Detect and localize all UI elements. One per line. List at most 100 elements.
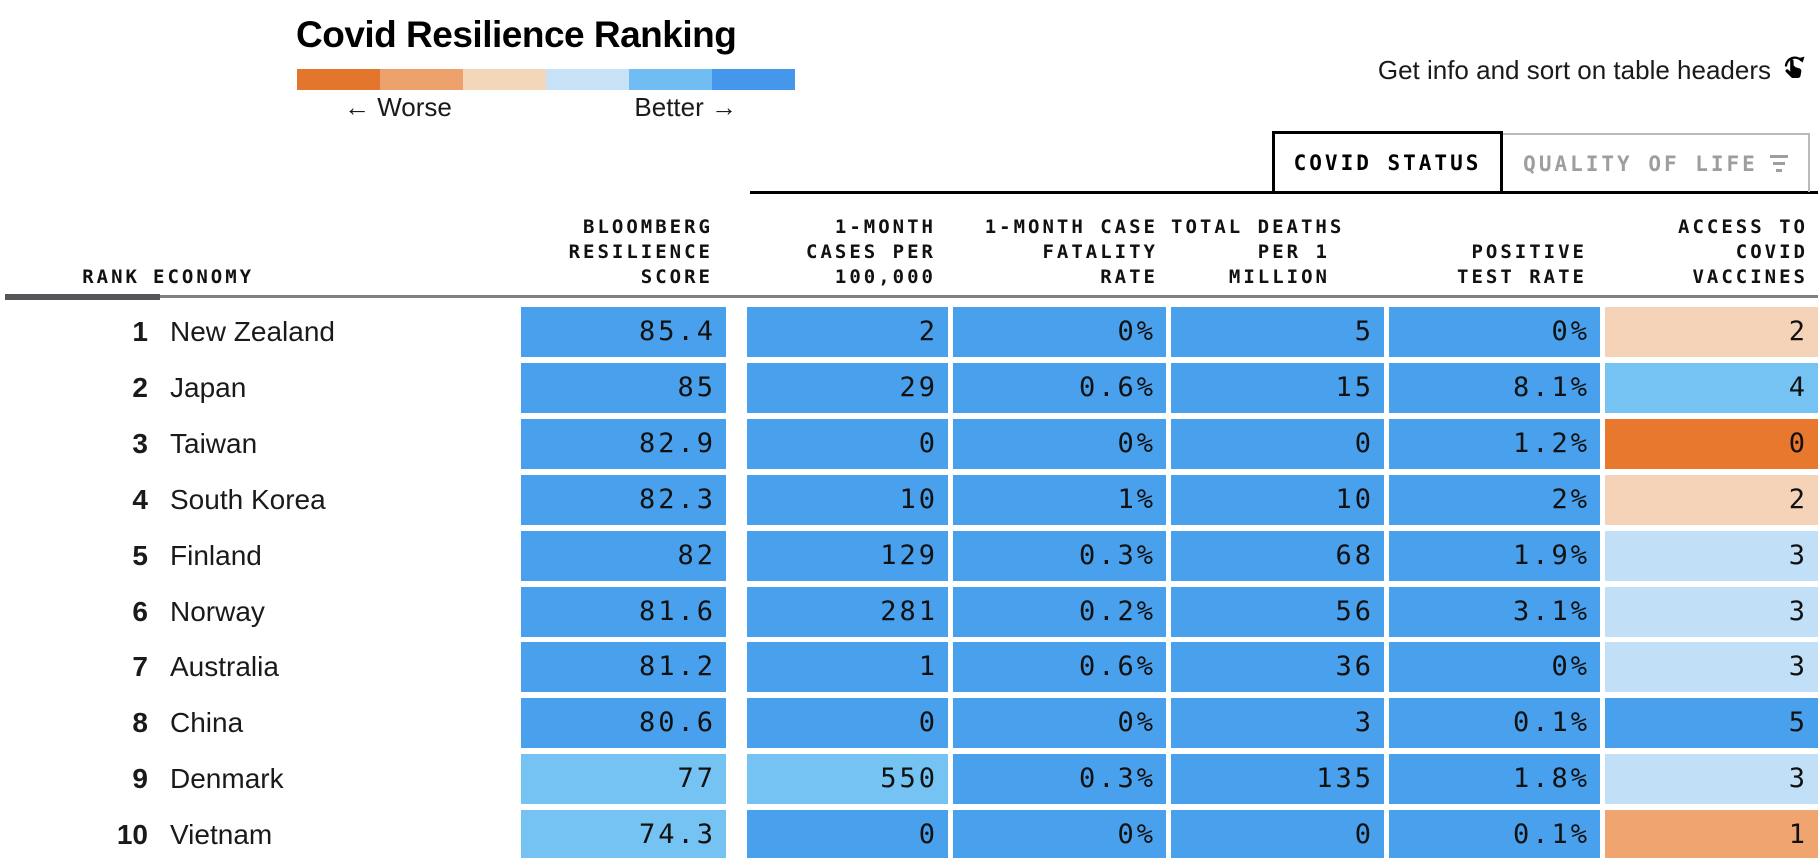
cases-cell: 0	[747, 698, 948, 748]
rank-cell: 3	[132, 428, 148, 459]
positive-cell: 8.1%	[1389, 363, 1600, 413]
sort-hint: Get info and sort on table headers	[1378, 52, 1808, 89]
vaccines-cell: 3	[1605, 642, 1818, 692]
header-rule-sorted-segment	[5, 294, 160, 300]
cases-cell: 2	[747, 307, 948, 357]
deaths-cell: 5	[1171, 307, 1384, 357]
legend-better-label: Better →	[634, 92, 737, 122]
color-scale-legend	[297, 69, 795, 90]
rank-cell: 1	[132, 316, 148, 347]
vaccines-cell: 2	[1605, 475, 1818, 525]
vaccines-cell: 1	[1605, 810, 1818, 858]
column-header-vaccines[interactable]: ACCESS TO COVID VACCINES	[1678, 216, 1808, 288]
positive-cell: 2%	[1389, 475, 1600, 525]
deaths-cell: 68	[1171, 531, 1384, 581]
deaths-cell: 0	[1171, 419, 1384, 469]
fatality-cell: 0%	[953, 698, 1166, 748]
economy-cell: Australia	[170, 651, 279, 682]
fatality-cell: 0.3%	[953, 754, 1166, 804]
fatality-cell: 0.3%	[953, 531, 1166, 581]
fatality-cell: 0.6%	[953, 363, 1166, 413]
positive-cell: 0%	[1389, 307, 1600, 357]
deaths-cell: 36	[1171, 642, 1384, 692]
score-cell: 82.3	[521, 475, 726, 525]
rank-cell: 6	[132, 596, 148, 627]
right-arrow-icon: →	[711, 92, 737, 122]
cases-cell: 0	[747, 810, 948, 858]
positive-cell: 0%	[1389, 642, 1600, 692]
deaths-cell: 15	[1171, 363, 1384, 413]
tab-quality-of-life[interactable]: QUALITY OF LIFE	[1503, 133, 1810, 192]
economy-cell: Norway	[170, 596, 265, 627]
legend-swatch-4	[629, 69, 712, 90]
legend-swatch-0	[297, 69, 380, 90]
positive-cell: 1.2%	[1389, 419, 1600, 469]
cases-cell: 0	[747, 419, 948, 469]
vaccines-cell: 0	[1605, 419, 1818, 469]
legend-swatch-5	[712, 69, 795, 90]
column-header-deaths[interactable]: TOTAL DEATHS PER 1 MILLION	[1171, 216, 1345, 288]
vaccines-cell: 3	[1605, 754, 1818, 804]
fatality-cell: 1%	[953, 475, 1166, 525]
page-title: Covid Resilience Ranking	[296, 14, 737, 55]
deaths-cell: 3	[1171, 698, 1384, 748]
economy-cell: China	[170, 707, 244, 738]
column-header-positive[interactable]: POSITIVE TEST RATE	[1457, 241, 1587, 288]
economy-cell: Finland	[170, 540, 262, 571]
score-cell: 77	[521, 754, 726, 804]
economy-cell: Japan	[170, 372, 247, 403]
economy-cell: New Zealand	[170, 316, 335, 347]
economy-cell: Denmark	[170, 763, 284, 794]
deaths-cell: 135	[1171, 754, 1384, 804]
header-rule	[160, 295, 1818, 298]
tab-covid-status[interactable]: COVID STATUS	[1272, 131, 1503, 194]
positive-cell: 0.1%	[1389, 698, 1600, 748]
positive-cell: 1.9%	[1389, 531, 1600, 581]
positive-cell: 1.8%	[1389, 754, 1600, 804]
left-arrow-icon: ←	[344, 92, 370, 122]
filter-icon	[1769, 155, 1788, 172]
economy-cell: South Korea	[170, 484, 326, 515]
economy-cell: Vietnam	[170, 819, 273, 850]
rank-cell: 4	[132, 484, 148, 515]
cases-cell: 550	[747, 754, 948, 804]
rank-cell: 9	[132, 763, 148, 794]
score-cell: 81.2	[521, 642, 726, 692]
fatality-cell: 0.2%	[953, 587, 1166, 637]
vaccines-cell: 3	[1605, 587, 1818, 637]
economy-cell: Taiwan	[170, 428, 258, 459]
cases-cell: 281	[747, 587, 948, 637]
vaccines-cell: 5	[1605, 698, 1818, 748]
column-header-economy[interactable]: ECONOMY	[153, 266, 255, 288]
legend-swatch-2	[463, 69, 546, 90]
deaths-cell: 56	[1171, 587, 1384, 637]
column-header-cases[interactable]: 1-MONTH CASES PER 100,000	[806, 216, 936, 288]
cases-cell: 129	[747, 531, 948, 581]
cases-cell: 10	[747, 475, 948, 525]
fatality-cell: 0.6%	[953, 642, 1166, 692]
score-cell: 80.6	[521, 698, 726, 748]
positive-cell: 0.1%	[1389, 810, 1600, 858]
rank-cell: 5	[132, 540, 148, 571]
tap-icon	[1781, 52, 1808, 89]
column-header-score[interactable]: BLOOMBERG RESILIENCE SCORE	[568, 216, 713, 288]
column-header-fatality[interactable]: 1-MONTH CASE FATALITY RATE	[984, 216, 1158, 288]
score-cell: 74.3	[521, 810, 726, 858]
score-cell: 85	[521, 363, 726, 413]
positive-cell: 3.1%	[1389, 587, 1600, 637]
vaccines-cell: 3	[1605, 531, 1818, 581]
rank-cell: 2	[132, 372, 148, 403]
deaths-cell: 10	[1171, 475, 1384, 525]
score-cell: 82	[521, 531, 726, 581]
cases-cell: 29	[747, 363, 948, 413]
score-cell: 82.9	[521, 419, 726, 469]
deaths-cell: 0	[1171, 810, 1384, 858]
column-header-rank[interactable]: RANK	[82, 266, 140, 288]
vaccines-cell: 2	[1605, 307, 1818, 357]
score-cell: 81.6	[521, 587, 726, 637]
vaccines-cell: 4	[1605, 363, 1818, 413]
fatality-cell: 0%	[953, 810, 1166, 858]
rank-cell: 7	[132, 651, 148, 682]
fatality-cell: 0%	[953, 307, 1166, 357]
